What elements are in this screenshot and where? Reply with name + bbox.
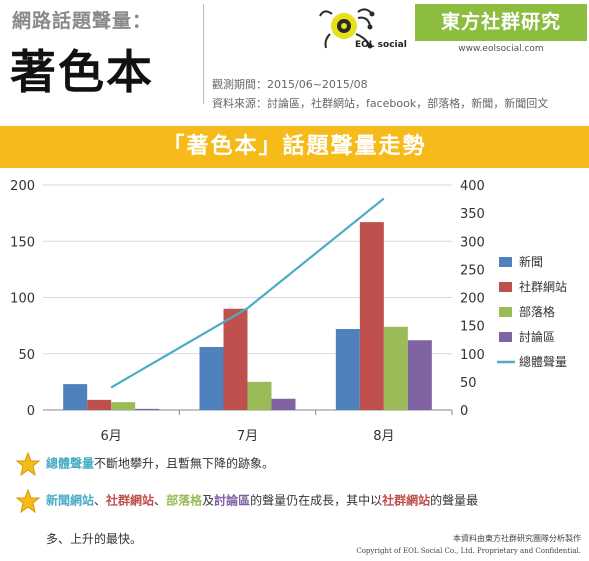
chart-title: 「著色本」話題聲量走勢 [162, 134, 427, 159]
y-tick-label-right: 350 [460, 207, 485, 222]
brand-url: www.eolsocial.com [458, 44, 544, 54]
x-tick-label: 8月 [373, 429, 394, 444]
brand-name: 東方社群研究 [415, 4, 587, 41]
bar-1 [335, 329, 360, 410]
topic-label: 網路話題聲量： [12, 10, 153, 32]
legend-swatch [499, 307, 512, 317]
note-1: 總體聲量不斷地攀升，且暫無下降的跡象。 [15, 451, 275, 477]
y-tick-label-right: 400 [460, 179, 485, 194]
header-divider [203, 4, 204, 104]
note2-mid: 的聲量仍在成長，其中以 [250, 493, 383, 508]
bar-2 [87, 399, 112, 410]
legend-swatch [499, 332, 512, 342]
y-tick-label-right: 100 [460, 348, 485, 363]
note1-highlight: 總體聲量 [46, 456, 95, 471]
note2-sep3: 及 [202, 493, 215, 508]
note-2: 新聞網站、社群網站、部落格及討論區的聲量仍在成長，其中以社群網站的聲量最 [15, 488, 479, 514]
x-tick-label: 6月 [101, 429, 122, 444]
legend-label-1: 新聞 [519, 254, 543, 269]
y-tick-label-right: 50 [460, 376, 477, 391]
y-tick-label-right: 200 [460, 292, 485, 307]
note2-sep2: 、 [154, 493, 167, 508]
bar-1 [63, 384, 88, 410]
footer-copyright: Copyright of EOL Social Co., Ltd. Propri… [356, 547, 581, 555]
volume-chart: 0 50 100 150 200 0 50 100 150 200 250 300 350 400 6月 7月… [10, 179, 567, 444]
star-icon [15, 488, 41, 514]
y-tick-label-left: 0 [27, 404, 35, 419]
y-tick-label-right: 250 [460, 263, 485, 278]
y-tick-label-right: 150 [460, 320, 485, 335]
note1-text: 不斷地攀升，且暫無下降的跡象。 [94, 456, 275, 471]
bar-4 [271, 398, 296, 410]
footer-credit: 本資料由東方社群研究團隊分析製作 [453, 534, 581, 543]
note2-social: 社群網站 [106, 493, 155, 508]
y-tick-label-left: 200 [10, 179, 35, 194]
page-title: 著色本 [10, 45, 154, 99]
bar-3 [247, 381, 272, 410]
legend-swatch [499, 282, 512, 292]
title-band [0, 126, 589, 168]
line-total-volume [110, 197, 385, 389]
bar-3 [383, 326, 408, 410]
star-icon [15, 451, 41, 477]
y-tick-label-left: 50 [18, 348, 35, 363]
bar-2 [359, 222, 384, 410]
legend-label-4: 討論區 [519, 329, 555, 344]
legend-swatch [499, 257, 512, 267]
legend-label-5: 總體聲量 [519, 354, 567, 369]
note2-social-2: 社群網站 [382, 493, 431, 508]
legend-label-3: 部落格 [519, 304, 555, 319]
y-tick-label-left: 150 [10, 235, 35, 250]
note2-forum: 討論區 [214, 493, 251, 508]
logo-text: EOL social [355, 40, 407, 50]
note2-blog: 部落格 [166, 493, 203, 508]
data-sources: 資料來源：討論區，社群網站，facebook，部落格，新聞，新聞回文 [212, 97, 549, 110]
y-tick-label-left: 100 [10, 292, 35, 307]
bar-3 [111, 402, 136, 410]
bar-2 [223, 308, 248, 410]
bar-4 [407, 340, 432, 410]
note2-line2: 多、上升的最快。 [46, 532, 143, 546]
observation-period: 觀測期間：2015/06~2015/08 [212, 78, 368, 91]
eol-logo-icon [319, 8, 375, 49]
note2-end: 的聲量最 [430, 493, 479, 508]
note2-sep1: 、 [94, 493, 107, 508]
bar-1 [199, 347, 224, 410]
bar-4 [135, 408, 160, 410]
note2-news: 新聞網站 [46, 493, 95, 508]
legend-label-2: 社群網站 [519, 279, 567, 294]
x-tick-label: 7月 [237, 429, 258, 444]
y-tick-label-right: 0 [460, 404, 468, 419]
y-tick-label-right: 300 [460, 235, 485, 250]
